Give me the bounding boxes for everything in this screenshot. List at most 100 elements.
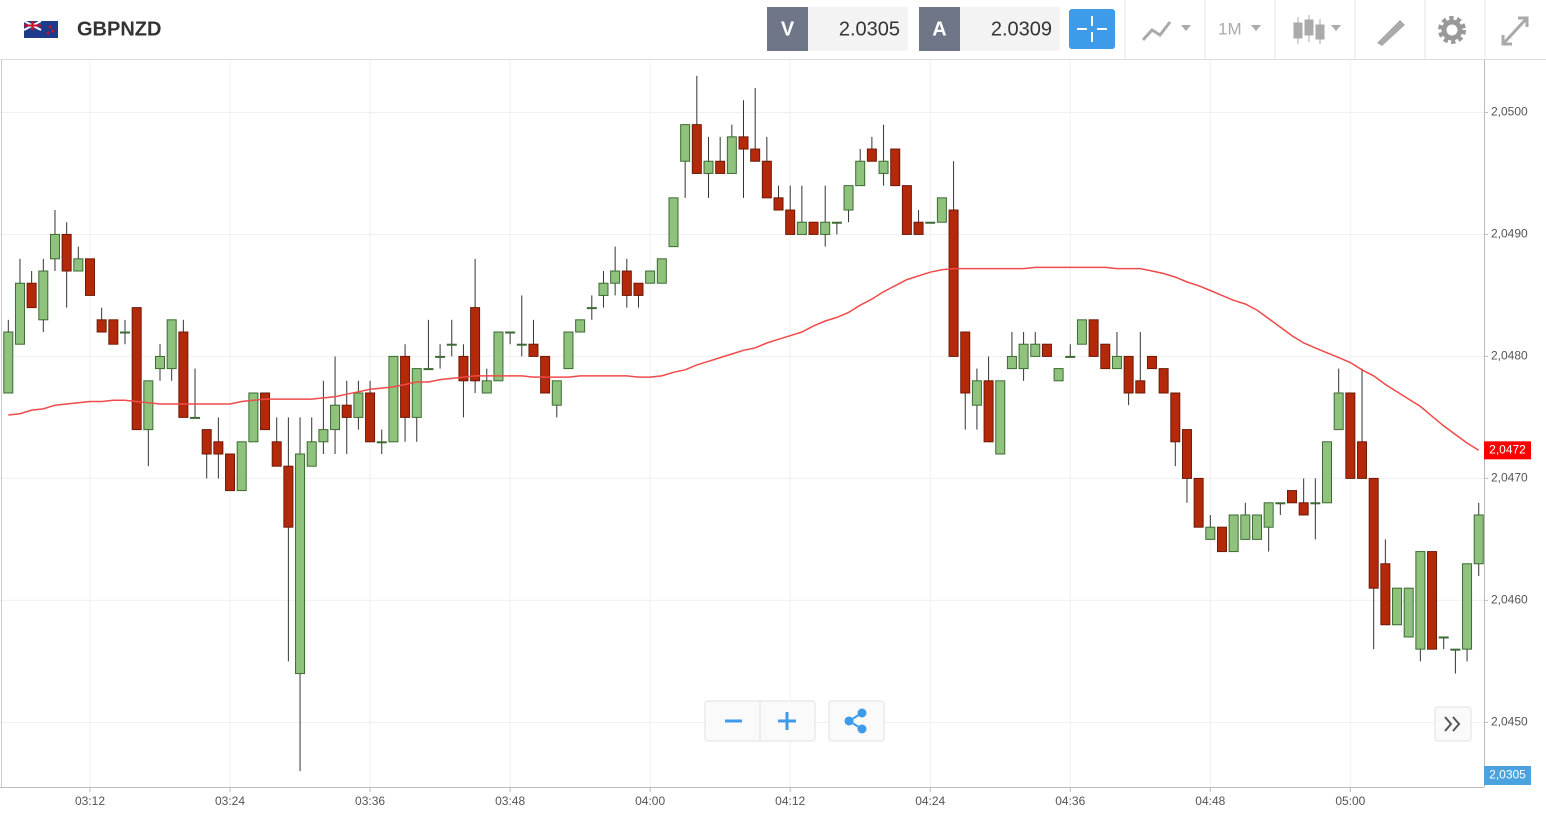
candle-body: [14, 282, 25, 345]
candle-body: [330, 404, 341, 431]
candle-body: [49, 233, 60, 260]
candle-body: [761, 160, 772, 199]
candle-body: [435, 355, 446, 358]
candle-body: [365, 392, 376, 443]
candle-body: [423, 368, 434, 371]
fullscreen-button[interactable]: [1501, 16, 1529, 46]
x-tick-label: 03:24: [215, 794, 245, 808]
candle-body: [1438, 636, 1449, 639]
candle-body: [1380, 563, 1391, 626]
candle-body: [656, 258, 667, 284]
candle-body: [948, 209, 959, 357]
symbol: GBPNZD: [77, 18, 161, 40]
candle-body: [166, 319, 177, 370]
candle-body: [890, 148, 901, 187]
x-tick-label: 05:00: [1335, 794, 1365, 808]
scroll-right-button[interactable]: [1434, 706, 1472, 742]
candle-body: [1088, 319, 1099, 357]
candle-body: [376, 441, 387, 444]
zoom-in[interactable]: [778, 712, 796, 730]
candle-body: [481, 380, 492, 394]
candle-body: [598, 282, 609, 296]
candle-body: [1100, 343, 1111, 370]
candle-body: [213, 441, 224, 455]
candle-body: [108, 319, 119, 345]
grid: [0, 60, 1484, 787]
candle-body: [190, 416, 201, 419]
x-tick-label: 03:12: [75, 794, 105, 808]
x-tick-label: 04:24: [915, 794, 945, 808]
candle-body: [1030, 343, 1041, 357]
candle-button[interactable]: [1293, 15, 1341, 44]
candle-body: [633, 282, 644, 296]
candle-body: [1158, 368, 1169, 394]
candle-body: [400, 355, 411, 418]
candle-body: [925, 221, 936, 224]
candle-body: [1368, 477, 1379, 589]
candle-body: [341, 404, 352, 418]
candle-body: [1018, 343, 1029, 370]
candle-body: [1205, 526, 1216, 540]
candle-body: [563, 331, 574, 370]
candle-body: [236, 441, 247, 492]
candle-body: [1450, 648, 1461, 651]
share-button[interactable]: [844, 708, 867, 734]
ask-box[interactable]: [960, 7, 1060, 51]
candle-body: [1322, 441, 1333, 504]
candle-body: [271, 441, 282, 467]
price-tag-box: [1484, 766, 1531, 785]
ma-tag-box: [1484, 441, 1531, 460]
candle-body: [61, 233, 72, 272]
y-tick-label: 2,0480: [1491, 349, 1528, 363]
moving-average: [8, 266, 1480, 451]
x-tick-label: 04:36: [1055, 794, 1085, 808]
candle-body: [808, 221, 819, 235]
candle-body: [26, 282, 37, 309]
candle-body: [318, 429, 329, 443]
candle-body: [1006, 355, 1017, 370]
candle-body: [843, 185, 854, 211]
candle-body: [983, 380, 994, 443]
settings-button[interactable]: [1438, 16, 1466, 44]
timeframe-caret[interactable]: [1251, 25, 1261, 31]
candle-body: [306, 441, 317, 467]
candle-body: [505, 331, 516, 334]
candle-body: [155, 355, 166, 370]
candle-body: [750, 148, 761, 162]
candle-body: [1357, 441, 1368, 479]
candle-body: [411, 368, 422, 418]
candle-body: [878, 160, 889, 174]
candle-body: [1275, 502, 1286, 505]
bid-box[interactable]: [808, 7, 908, 51]
candle-body: [901, 185, 912, 235]
candle-body: [1333, 392, 1344, 431]
candle-body: [1240, 514, 1251, 540]
candle-body: [1135, 380, 1146, 394]
bid-price: 2.0305: [839, 18, 900, 40]
candle-body: [178, 331, 189, 418]
crosshair-button[interactable]: [1069, 9, 1115, 49]
bid-label-box: [767, 7, 808, 51]
candle-body: [645, 270, 656, 284]
candle-body: [1053, 368, 1064, 382]
candle-body: [1287, 490, 1297, 504]
chart-type-button[interactable]: [1141, 21, 1191, 42]
candle-body: [283, 465, 294, 528]
candle-body: [866, 148, 877, 162]
candle-body: [143, 380, 154, 431]
toolbar-separators: [1124, 0, 1486, 59]
flag: [23, 20, 58, 38]
candle-body: [971, 380, 982, 406]
candle-body: [575, 319, 586, 333]
candle-body: [715, 160, 726, 174]
candle-body: [1427, 551, 1438, 650]
candle-body: [668, 197, 679, 248]
draw-button[interactable]: [1377, 20, 1405, 46]
candle-body: [1111, 355, 1122, 370]
timeframe[interactable]: 1M: [1218, 19, 1242, 38]
candle-body: [1473, 514, 1484, 565]
y-tick-label: 2,0470: [1491, 471, 1528, 485]
ma-tag: 2,0472: [1489, 443, 1526, 457]
candle-body: [621, 270, 632, 296]
candle-body: [131, 307, 142, 431]
